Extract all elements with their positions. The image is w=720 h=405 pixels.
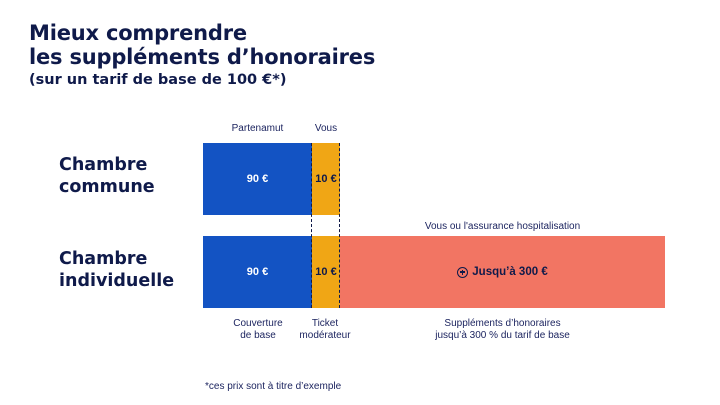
bar-commune-ticket: 10 € <box>312 143 340 215</box>
label-partenamut: Partenamut <box>231 123 284 134</box>
row-label-line: individuelle <box>59 271 175 291</box>
bar-individuelle-base: 90 € <box>203 236 312 308</box>
title-line-1: Mieux comprendre <box>29 21 247 45</box>
bar-individuelle-supplement: Jusqu’à 300 € <box>340 236 665 308</box>
dashed-divider-left <box>311 143 312 308</box>
label-line: Suppléments d’honoraires <box>444 318 561 329</box>
title-line-2: les suppléments d’honoraires <box>29 45 376 69</box>
label-line: Couverture <box>233 318 283 329</box>
bar-commune-base: 90 € <box>203 143 312 215</box>
label-ticket-moderateur: Ticket modérateur <box>290 318 360 342</box>
row-label-chambre-commune: Chambre commune <box>59 154 155 198</box>
supplement-value: Jusqu’à 300 € <box>472 266 548 278</box>
label-vous: Vous <box>314 123 338 134</box>
row-label-chambre-individuelle: Chambre individuelle <box>59 248 174 292</box>
plus-circle-icon <box>457 266 469 278</box>
row-label-line: Chambre <box>59 155 148 175</box>
label-line: modérateur <box>299 330 351 341</box>
label-line: jusqu’à 300 % du tarif de base <box>435 330 570 341</box>
footnote: *ces prix sont à titre d’exemple <box>205 381 342 392</box>
label-supplements: Suppléments d’honoraires jusqu’à 300 % d… <box>340 318 665 342</box>
label-assurance: Vous ou l'assurance hospitalisation <box>424 221 581 232</box>
label-line: de base <box>240 330 276 341</box>
label-line: Ticket <box>311 318 339 329</box>
bar-individuelle-ticket: 10 € <box>312 236 340 308</box>
row-label-line: commune <box>59 177 155 197</box>
page-subtitle: (sur un tarif de base de 100 €*) <box>29 72 287 88</box>
row-label-line: Chambre <box>59 249 148 269</box>
label-couverture-de-base: Couverture de base <box>213 318 303 342</box>
dashed-divider-right <box>339 143 340 308</box>
